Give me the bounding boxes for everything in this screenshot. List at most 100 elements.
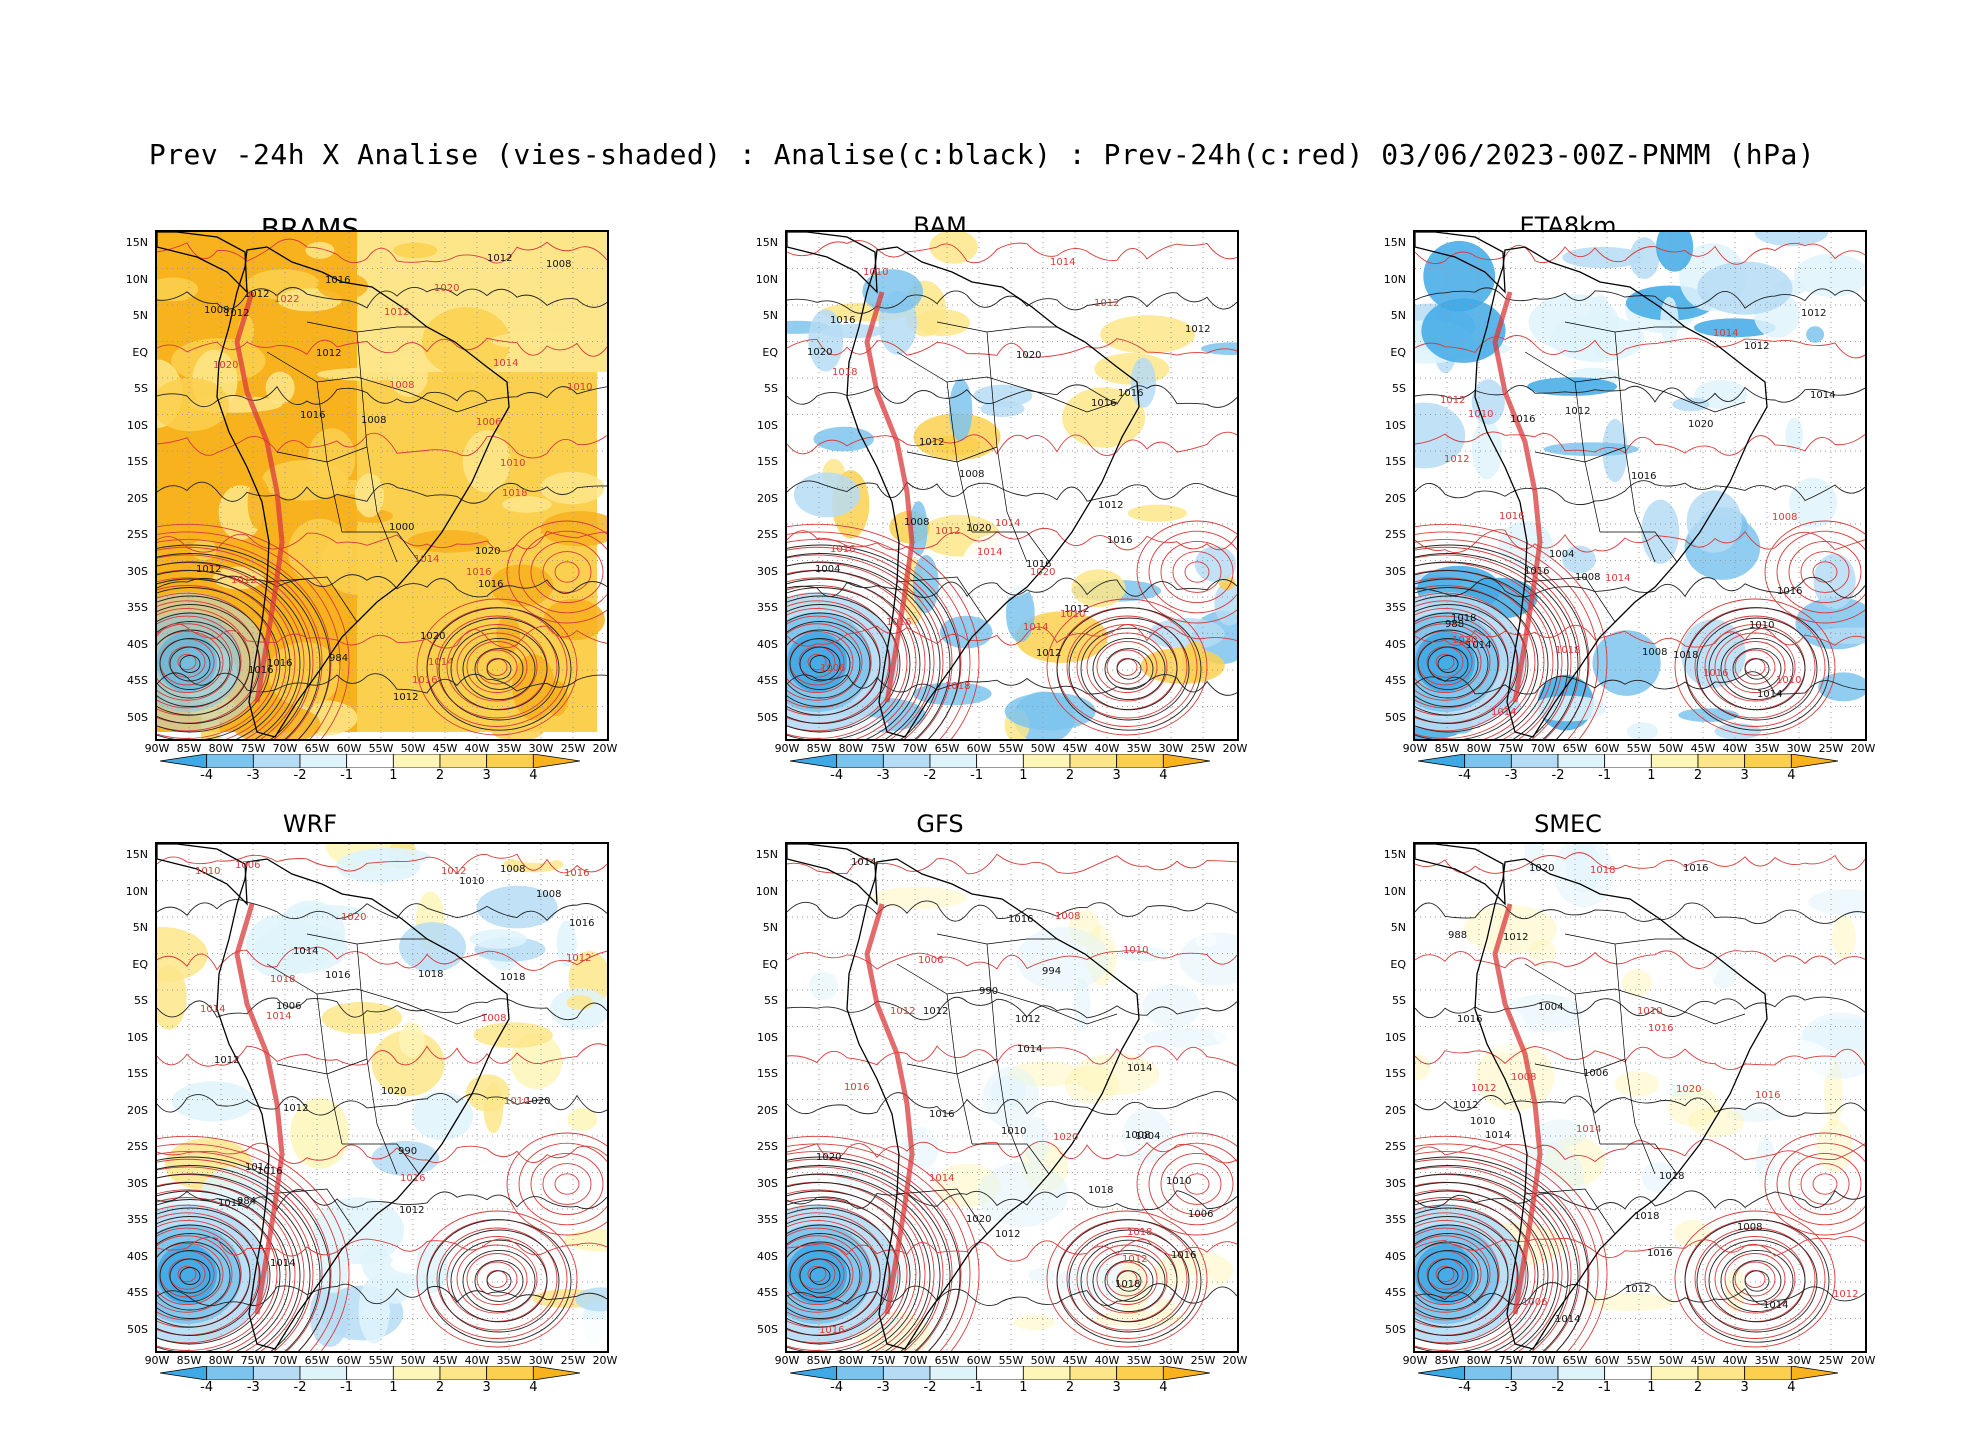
bias-blob	[1117, 1138, 1158, 1151]
analysis-isobar	[179, 1267, 201, 1285]
bias-blob	[1194, 546, 1237, 582]
analysis-isobar	[1415, 1190, 1865, 1211]
black-label: 1016	[929, 1109, 954, 1120]
red-label: 1010	[863, 267, 888, 278]
black-label: 1012	[1015, 1014, 1040, 1025]
black-label: 1008	[1575, 572, 1600, 583]
panel-title: GFS	[916, 810, 964, 838]
map-panel-eta8km: ETA8km 1016 1014 1012 1012 1014 1016 1018 1016 10…	[1258, 168, 1878, 783]
red-label: 1012	[566, 953, 591, 964]
red-label: 1018	[502, 488, 527, 499]
analysis-isobar	[438, 617, 560, 721]
latitude-label: 25S	[757, 1140, 778, 1153]
longitude-label: 80W	[838, 742, 864, 755]
black-label: 1012	[923, 1006, 948, 1017]
country-border	[406, 391, 488, 413]
analysis-isobar	[787, 1233, 871, 1319]
bias-blob	[422, 307, 511, 377]
forecast-isobar	[1415, 592, 1527, 732]
analysis-isobar	[157, 604, 261, 724]
analysis-isobar	[462, 637, 536, 701]
forecast-isobar	[177, 653, 197, 671]
analysis-isobar	[426, 1219, 572, 1343]
bias-blob	[469, 929, 527, 949]
longitude-label: 30W	[1786, 742, 1812, 755]
bias-blob	[1079, 861, 1105, 904]
red-label: 1016	[564, 868, 589, 879]
longitude-label: 80W	[1466, 1354, 1492, 1367]
analysis-isobar	[1415, 578, 1549, 739]
analysis-isobar	[1415, 561, 1569, 739]
black-label: 1018	[1088, 1185, 1113, 1196]
latitude-label: 25S	[1385, 1140, 1406, 1153]
longitude-label: 65W	[304, 742, 330, 755]
red-label: 1012	[1094, 298, 1119, 309]
forecast-isobar	[787, 624, 1237, 647]
red-label: 1014	[428, 657, 453, 668]
forecast-isobar	[1096, 641, 1158, 693]
longitude-label: 25W	[560, 742, 586, 755]
longitude-label: 45W	[1062, 1354, 1088, 1367]
country-border	[266, 1188, 358, 1235]
bias-blob	[305, 241, 335, 259]
colorbar-segment	[160, 754, 208, 768]
colorbar-label: -1	[340, 768, 354, 783]
red-label: 1018	[1590, 865, 1615, 876]
forecast-isobar	[157, 1043, 607, 1067]
black-label: 1020	[420, 631, 445, 642]
longitude-label: 55W	[998, 742, 1024, 755]
colorbar-segment	[1744, 1366, 1792, 1380]
forecast-isobar	[530, 540, 604, 604]
forecast-isobar	[787, 338, 1237, 358]
forecast-isobar	[157, 523, 350, 739]
latitude-label: 50S	[757, 710, 778, 724]
black-label: 1012	[244, 289, 269, 300]
forecast-isobar	[798, 1258, 836, 1290]
longitude-label: 35W	[496, 742, 522, 755]
red-label: 1014	[1576, 1124, 1601, 1135]
bias-blob	[407, 530, 490, 553]
longitude-label: 90W	[144, 1354, 170, 1367]
map-frame: 1016 1014 1012 1008 1012 1016 1018 1020 1014 1012…	[155, 842, 609, 1353]
colorbar-label: -1	[970, 1380, 984, 1395]
colorbar-label: 4	[1787, 768, 1796, 783]
black-label: 994	[1042, 966, 1061, 977]
latitude-label: 20S	[757, 491, 778, 505]
country-border	[1574, 381, 1601, 533]
longitude-label: 75W	[240, 742, 266, 755]
latitude-label: 50S	[127, 1322, 148, 1336]
country-border	[276, 1058, 368, 1075]
red-label: 1012	[890, 1006, 915, 1017]
latitude-label: 45S	[1385, 1286, 1406, 1299]
analysis-isobar	[169, 1258, 211, 1294]
bias-blob	[1691, 1036, 1734, 1066]
bias-blob	[1751, 1038, 1834, 1087]
black-label: 1010	[1001, 1126, 1026, 1137]
country-border	[1524, 1188, 1616, 1235]
analysis-isobar	[157, 561, 311, 739]
forecast-isobar	[1415, 624, 1865, 648]
analysis-isobar	[157, 1190, 291, 1351]
black-label: 1018	[500, 972, 525, 983]
analysis-isobar	[787, 480, 1237, 502]
black-label: 1016	[248, 665, 273, 676]
longitude-label: 70W	[272, 1354, 298, 1367]
forecast-isobar	[1184, 561, 1210, 583]
forecast-isobar	[157, 1197, 278, 1351]
longitude-label: 60W	[966, 1354, 992, 1367]
colorbar-segment	[1557, 754, 1606, 768]
black-label: 1016	[1510, 414, 1535, 425]
longitude-label: 35W	[1126, 1354, 1152, 1367]
bias-blob	[1793, 254, 1865, 297]
bias-blob	[1714, 1017, 1789, 1051]
forecast-isobar	[1148, 530, 1237, 614]
bias-blob	[1754, 232, 1829, 247]
forecast-isobar	[1415, 1189, 1545, 1351]
bias-blob	[1629, 237, 1660, 279]
longitude-label: 65W	[304, 1354, 330, 1367]
pressure-map: 1016 1014 1012 1012 1016 1018 1020 1012 1014 1016…	[1415, 844, 1865, 1351]
colorbar-segment	[439, 754, 488, 768]
analysis-isobar	[1415, 1182, 1559, 1351]
forecast-isobar	[787, 577, 917, 739]
analysis-isobar	[1415, 1224, 1509, 1328]
